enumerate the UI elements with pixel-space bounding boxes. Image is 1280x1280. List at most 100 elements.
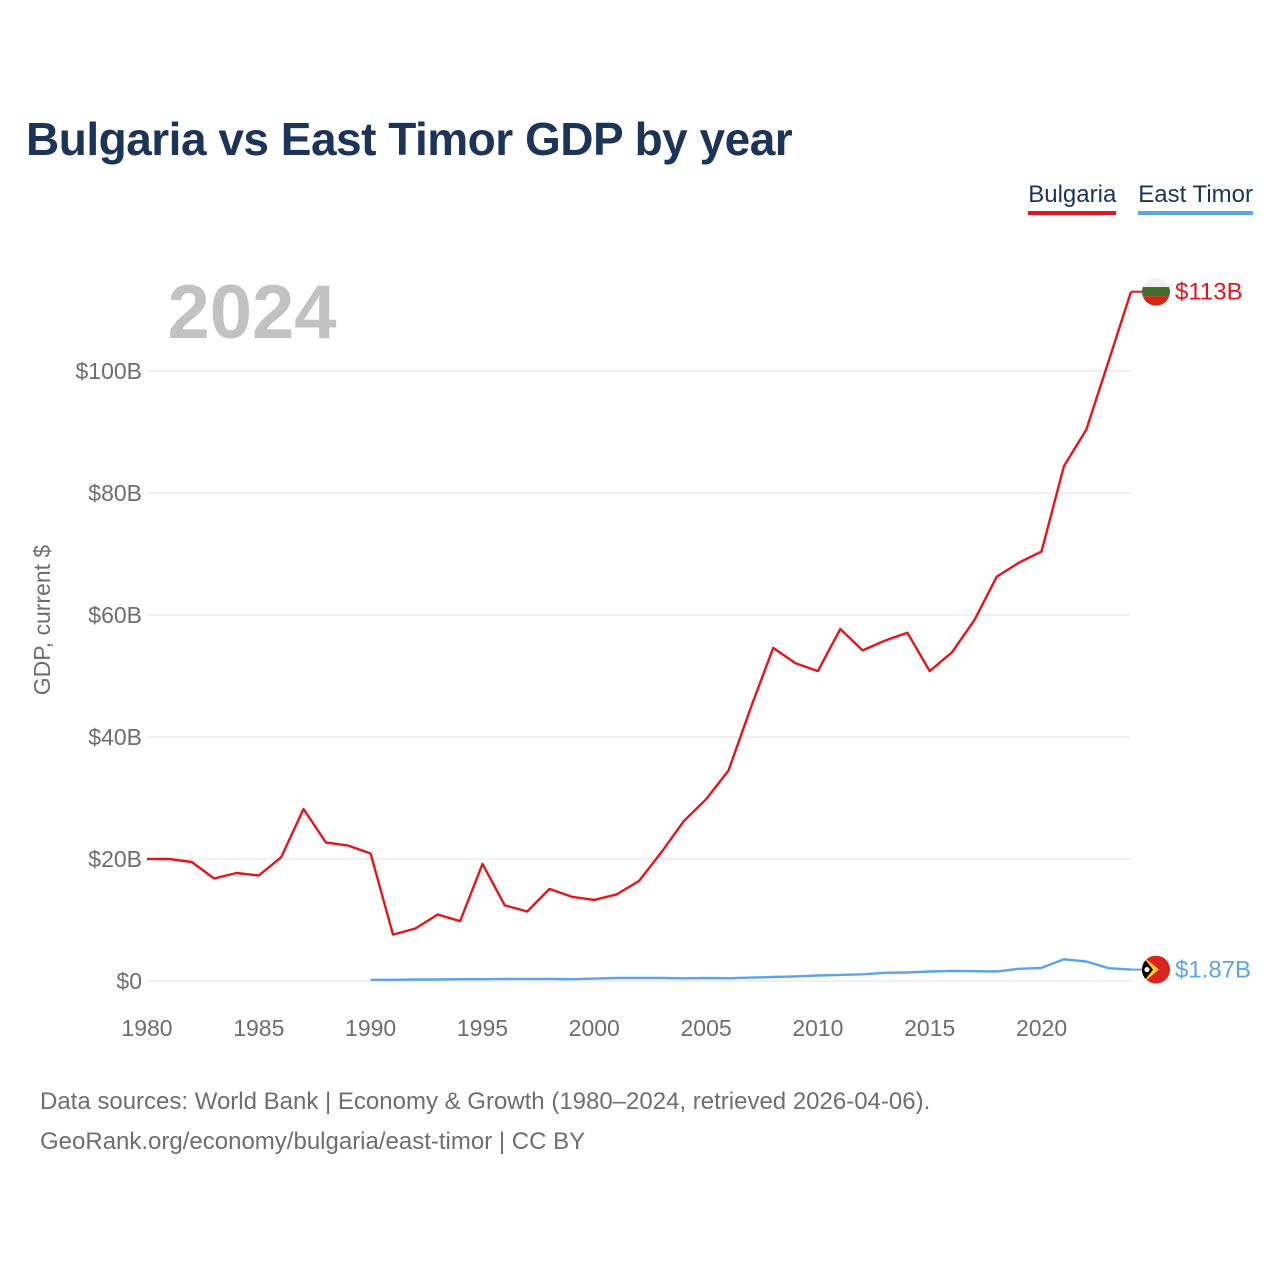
- data-point-east-timor[interactable]: [812, 970, 824, 982]
- y-tick-label: $60B: [88, 602, 142, 628]
- data-point-east-timor[interactable]: [409, 973, 421, 985]
- y-tick-label: $20B: [88, 846, 142, 872]
- data-point-bulgaria[interactable]: [1103, 355, 1115, 367]
- data-point-bulgaria[interactable]: [588, 894, 600, 906]
- data-point-bulgaria[interactable]: [409, 923, 421, 935]
- data-point-bulgaria[interactable]: [275, 851, 287, 863]
- y-axis-ticks: $0 $20B $40B $60B $80B $100B: [75, 358, 142, 994]
- data-point-bulgaria[interactable]: [790, 657, 802, 669]
- gridlines: [147, 370, 1131, 982]
- data-point-east-timor[interactable]: [678, 972, 690, 984]
- data-point-east-timor[interactable]: [588, 973, 600, 985]
- data-point-east-timor[interactable]: [946, 965, 958, 977]
- data-point-bulgaria[interactable]: [722, 765, 734, 777]
- data-point-bulgaria[interactable]: [476, 858, 488, 870]
- data-point-bulgaria[interactable]: [365, 848, 377, 860]
- data-point-bulgaria[interactable]: [387, 929, 399, 941]
- data-point-bulgaria[interactable]: [230, 867, 242, 879]
- end-markers: $113B $1.87B: [1131, 277, 1251, 984]
- legend-item-east-timor[interactable]: East Timor: [1138, 181, 1253, 215]
- data-point-bulgaria[interactable]: [320, 837, 332, 849]
- data-point-east-timor[interactable]: [968, 965, 980, 977]
- chart-title: Bulgaria vs East Timor GDP by year: [26, 113, 793, 165]
- data-point-east-timor[interactable]: [790, 970, 802, 982]
- data-point-bulgaria[interactable]: [566, 891, 578, 903]
- data-point-bulgaria[interactable]: [678, 815, 690, 827]
- data-point-east-timor[interactable]: [387, 974, 399, 986]
- data-point-bulgaria[interactable]: [342, 840, 354, 852]
- x-tick-label: 2020: [1016, 1015, 1067, 1041]
- data-point-east-timor[interactable]: [544, 973, 556, 985]
- data-point-bulgaria[interactable]: [163, 853, 175, 865]
- y-tick-label: $0: [116, 968, 142, 994]
- data-point-bulgaria[interactable]: [253, 869, 265, 881]
- data-point-bulgaria[interactable]: [879, 635, 891, 647]
- data-point-bulgaria[interactable]: [633, 875, 645, 887]
- data-point-bulgaria[interactable]: [834, 623, 846, 635]
- data-point-east-timor[interactable]: [1080, 955, 1092, 967]
- x-tick-label: 1985: [233, 1015, 284, 1041]
- data-point-east-timor[interactable]: [924, 966, 936, 978]
- end-value-label-bulgaria: $113B: [1175, 279, 1243, 306]
- data-point-east-timor[interactable]: [1103, 962, 1115, 974]
- data-point-east-timor[interactable]: [834, 969, 846, 981]
- data-point-east-timor[interactable]: [1036, 962, 1048, 974]
- x-axis-ticks: 1980 1985 1990 1995 2000 2005 2010 2015 2020: [121, 1015, 1067, 1041]
- data-point-bulgaria[interactable]: [901, 627, 913, 639]
- data-point-bulgaria[interactable]: [1080, 424, 1092, 436]
- data-point-east-timor[interactable]: [521, 973, 533, 985]
- data-point-bulgaria[interactable]: [208, 873, 220, 885]
- data-point-east-timor[interactable]: [611, 972, 623, 984]
- x-tick-label: 1995: [457, 1015, 508, 1041]
- gdp-line-chart: $0 $20B $40B $60B $80B $100B 1980 1985 1990 1995…: [29, 270, 1251, 1041]
- data-point-east-timor[interactable]: [722, 972, 734, 984]
- data-point-bulgaria[interactable]: [700, 793, 712, 805]
- data-point-east-timor[interactable]: [857, 968, 869, 980]
- data-point-bulgaria[interactable]: [611, 888, 623, 900]
- data-point-bulgaria[interactable]: [521, 905, 533, 917]
- footer-sources: Data sources: World Bank | Economy & Gro…: [40, 1088, 931, 1115]
- data-point-east-timor[interactable]: [476, 973, 488, 985]
- data-point-bulgaria[interactable]: [141, 853, 153, 865]
- data-point-east-timor[interactable]: [767, 971, 779, 983]
- data-point-east-timor[interactable]: [499, 973, 511, 985]
- data-point-bulgaria[interactable]: [186, 856, 198, 868]
- data-point-east-timor[interactable]: [745, 972, 757, 984]
- data-point-bulgaria[interactable]: [499, 899, 511, 911]
- series-line-bulgaria[interactable]: [147, 291, 1133, 936]
- data-point-east-timor[interactable]: [633, 972, 645, 984]
- footer-credit: GeoRank.org/economy/bulgaria/east-timor …: [40, 1128, 586, 1155]
- data-point-bulgaria[interactable]: [432, 909, 444, 921]
- data-point-bulgaria[interactable]: [544, 883, 556, 895]
- data-point-east-timor[interactable]: [454, 973, 466, 985]
- data-point-east-timor[interactable]: [432, 973, 444, 985]
- y-tick-label: $80B: [88, 480, 142, 506]
- data-point-east-timor[interactable]: [655, 972, 667, 984]
- legend-item-bulgaria[interactable]: Bulgaria: [1028, 181, 1117, 215]
- data-point-east-timor[interactable]: [1058, 953, 1070, 965]
- data-point-east-timor[interactable]: [991, 966, 1003, 978]
- data-point-bulgaria[interactable]: [991, 571, 1003, 583]
- data-point-bulgaria[interactable]: [946, 646, 958, 658]
- data-point-bulgaria[interactable]: [1058, 460, 1070, 472]
- x-tick-label: 1990: [345, 1015, 396, 1041]
- data-point-east-timor[interactable]: [879, 967, 891, 979]
- data-point-east-timor[interactable]: [1013, 963, 1025, 975]
- data-point-bulgaria[interactable]: [968, 614, 980, 626]
- data-point-east-timor[interactable]: [901, 966, 913, 978]
- data-point-east-timor[interactable]: [365, 974, 377, 986]
- data-point-bulgaria[interactable]: [924, 665, 936, 677]
- data-point-bulgaria[interactable]: [1013, 557, 1025, 569]
- data-point-bulgaria[interactable]: [745, 702, 757, 714]
- data-point-bulgaria[interactable]: [454, 915, 466, 927]
- data-point-bulgaria[interactable]: [298, 803, 310, 815]
- data-point-bulgaria[interactable]: [812, 665, 824, 677]
- data-point-bulgaria[interactable]: [857, 644, 869, 656]
- data-point-east-timor[interactable]: [566, 973, 578, 985]
- data-point-bulgaria[interactable]: [767, 642, 779, 654]
- y-axis-label: GDP, current $: [29, 545, 55, 696]
- series-line-east-timor[interactable]: [370, 958, 1132, 981]
- data-point-east-timor[interactable]: [700, 972, 712, 984]
- data-point-bulgaria[interactable]: [1036, 546, 1048, 558]
- data-point-bulgaria[interactable]: [655, 846, 667, 858]
